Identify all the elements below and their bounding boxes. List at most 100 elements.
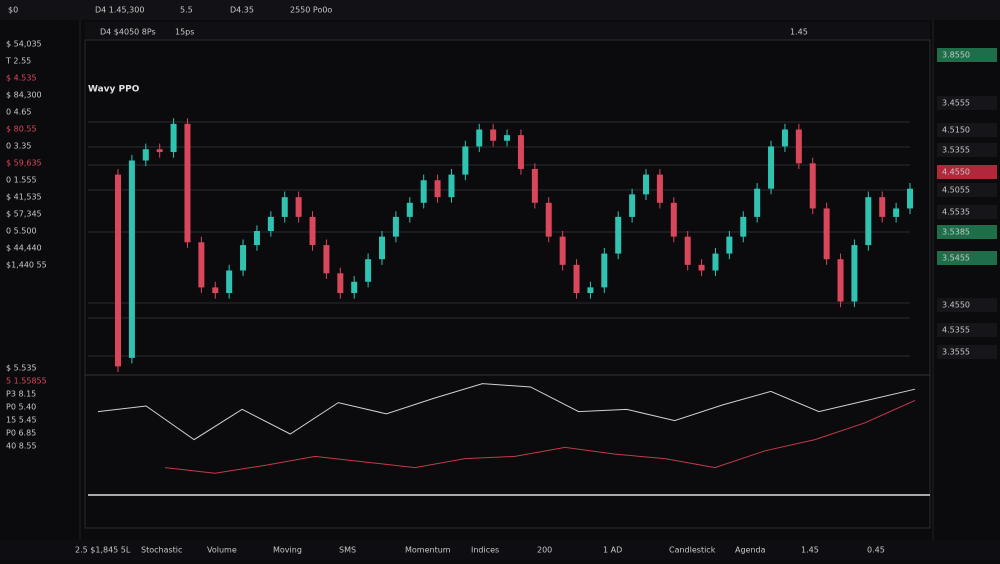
price-tag-label: 3.4550	[942, 301, 970, 310]
bottom-bar-item: Candlestick	[669, 546, 716, 555]
candle-body	[448, 175, 454, 198]
candle-body	[226, 270, 232, 293]
price-tag-label: 3.4555	[942, 99, 970, 108]
candle-body	[129, 161, 135, 358]
top-bar-item: D4 1.45,300	[95, 6, 144, 15]
candle-body	[240, 245, 246, 270]
candle-body	[157, 149, 163, 152]
candle-body	[865, 197, 871, 245]
candle-body	[532, 169, 538, 203]
candle-body	[435, 180, 441, 197]
candle-body	[838, 259, 844, 301]
candle-body	[379, 237, 385, 260]
candle-body	[462, 146, 468, 174]
candle-body	[657, 175, 663, 203]
price-tag-label: 4.5535	[942, 208, 970, 217]
candle-body	[184, 124, 190, 242]
position-item: 40 8.55	[6, 442, 37, 451]
candle-body	[601, 254, 607, 288]
candle-body	[643, 175, 649, 195]
watchlist-item: 0 3.35	[6, 142, 31, 151]
candle-body	[518, 135, 524, 169]
candle-body	[560, 237, 566, 265]
candle-body	[740, 217, 746, 237]
candle-body	[810, 163, 816, 208]
watchlist-item: 0 1.555	[6, 176, 37, 185]
candle-body	[198, 242, 204, 287]
price-tag-label: 4.5055	[942, 186, 970, 195]
watchlist-item: $1,440 55	[6, 261, 47, 270]
candle-body	[907, 189, 913, 209]
candle-body	[782, 129, 788, 146]
candle-body	[212, 287, 218, 293]
bottom-bar-item: 2.5 $1,845 5L	[75, 546, 131, 555]
candle-body	[712, 254, 718, 271]
candle-body	[393, 217, 399, 237]
candle-body	[504, 135, 510, 141]
position-item: P0 6.85	[6, 429, 36, 438]
position-item: P0 5.40	[6, 403, 36, 412]
price-tag-label: 3.5355	[942, 146, 970, 155]
toolbar-item: D4 $4050 8Ps	[100, 28, 156, 37]
watchlist-item: $ 4.535	[6, 74, 37, 83]
watchlist-item: $ 80.55	[6, 125, 37, 134]
candle-body	[268, 217, 274, 231]
candle-body	[685, 237, 691, 265]
candle-body	[671, 203, 677, 237]
candle-body	[754, 189, 760, 217]
watchlist-item: 0 5.500	[6, 227, 37, 236]
toolbar-item: 15ps	[175, 28, 194, 37]
bottom-bar-item: 200	[537, 546, 552, 555]
candle-body	[407, 203, 413, 217]
bottom-bar-item: 1.45	[801, 546, 819, 555]
top-bar-item: 2550 Po0o	[290, 6, 332, 15]
bottom-bar-item: Momentum	[405, 546, 451, 555]
toolbar-item: 1.45	[790, 28, 808, 37]
watchlist-item: 0 4.65	[6, 108, 31, 117]
candle-body	[282, 197, 288, 217]
price-tag-label: 3.5455	[942, 254, 970, 263]
position-item: 5 1.55855	[6, 377, 47, 386]
candle-body	[476, 129, 482, 146]
bottom-bar-item: Moving	[273, 546, 302, 555]
candle-body	[726, 237, 732, 254]
candle-body	[699, 265, 705, 271]
watchlist-item: $ 44,440	[6, 244, 42, 253]
price-tag-label: 4.5355	[942, 326, 970, 335]
candle-body	[296, 197, 302, 217]
candle-body	[546, 203, 552, 237]
watchlist-item: $ 41,535	[6, 193, 42, 202]
price-tag-label: 3.8550	[942, 51, 970, 60]
candle-body	[893, 208, 899, 216]
position-item: P3 8.15	[6, 390, 36, 399]
price-tag-label: 4.4550	[942, 168, 970, 177]
bottom-bar-item: Volume	[207, 546, 237, 555]
bottom-bar-item: 0.45	[867, 546, 885, 555]
candle-body	[310, 217, 316, 245]
watchlist-item: $ 59,635	[6, 159, 42, 168]
bottom-bar-item: Indices	[471, 546, 499, 555]
candle-body	[365, 259, 371, 282]
candle-body	[796, 129, 802, 163]
price-tag-label: 3.3555	[942, 348, 970, 357]
watchlist-item: $ 84,300	[6, 91, 42, 100]
candle-body	[254, 231, 260, 245]
candle-body	[171, 124, 177, 152]
top-bar	[0, 0, 1000, 20]
top-bar-item: $0	[8, 6, 18, 15]
bottom-bar-item: 1 AD	[603, 546, 622, 555]
candle-body	[490, 129, 496, 140]
bottom-bar-item: SMS	[339, 546, 356, 555]
candle-body	[879, 197, 885, 217]
bottom-bar-item: Agenda	[735, 546, 766, 555]
watchlist-item: T 2.55	[5, 57, 31, 66]
bottom-bar-item: Stochastic	[141, 546, 182, 555]
candle-body	[851, 245, 857, 301]
top-bar-item: 5.5	[180, 6, 193, 15]
watchlist-item: $ 57,345	[6, 210, 42, 219]
position-item: $ 5.535	[6, 364, 37, 373]
candle-body	[587, 287, 593, 293]
watchlist-item: $ 54,035	[6, 40, 42, 49]
candle-body	[143, 149, 149, 160]
